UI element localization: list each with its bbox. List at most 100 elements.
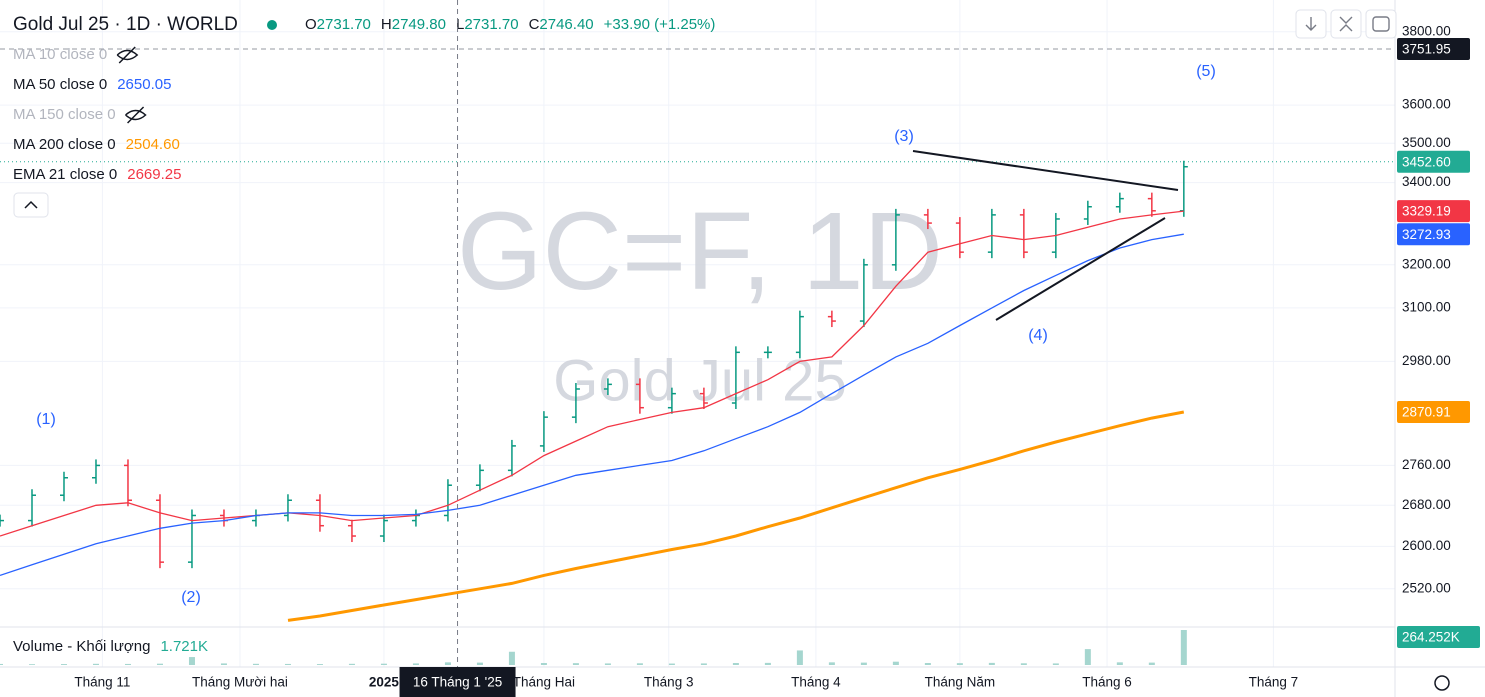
volume-bar (572, 663, 579, 665)
volume-bar (988, 662, 995, 665)
price-marker-label: 2870.91 (1402, 405, 1451, 420)
volume-bar (1084, 649, 1091, 665)
plot (0, 48, 1395, 665)
trendline (995, 217, 1166, 321)
y-tick-label: 2600.00 (1402, 538, 1451, 553)
ohlc-value: 2731.70 (464, 16, 518, 33)
ohlc-bar (347, 519, 356, 543)
icon (1372, 16, 1390, 32)
settings-icon[interactable] (1434, 675, 1450, 691)
symbol-title: Gold Jul 25 · 1D · WORLD (13, 14, 238, 35)
indicator-name: MA 10 close 0 (13, 46, 107, 63)
indicator-name: MA 150 close 0 (13, 106, 116, 123)
wave-label: (1) (36, 411, 56, 428)
volume-bar (380, 663, 387, 665)
ohlc-bar (91, 459, 100, 484)
legend: Gold Jul 25 · 1D · WORLD O 2731.70 H 2749.80… (13, 14, 715, 655)
price-marker-label: 3751.95 (1402, 42, 1451, 57)
ohlc-bar (731, 346, 740, 409)
volume-bar (28, 664, 35, 665)
price-marker-box (1397, 223, 1470, 246)
icon (1305, 17, 1317, 31)
price-marker-box (1397, 150, 1470, 173)
indicator-value: 2650.05 (117, 76, 171, 93)
y-tick-label: 3200.00 (1402, 256, 1451, 271)
volume-bar (284, 663, 291, 665)
volume-bar (892, 661, 899, 665)
price-marker-box (1397, 200, 1470, 223)
volume-bar (316, 664, 323, 665)
volume-bar (60, 664, 67, 665)
wave-label: (4) (1028, 327, 1048, 344)
ohlc-bar (763, 346, 772, 359)
x-tick-label: 2025 (369, 675, 400, 690)
y-tick-label: 3400.00 (1402, 174, 1451, 189)
volume-value: 1.721K (160, 638, 208, 655)
wave-label: (5) (1196, 63, 1216, 80)
ohlc-bar (1019, 208, 1028, 259)
ohlc-bar (475, 464, 484, 492)
x-tick-label: Tháng 3 (644, 675, 694, 690)
volume-bar (92, 663, 99, 665)
ohlc-bar (571, 382, 580, 424)
icon (1339, 16, 1353, 32)
volume-bar (732, 663, 739, 665)
indicator-line (0, 210, 1184, 537)
x-tick-label: Tháng 6 (1082, 675, 1132, 690)
x-tick-label: Tháng 11 (74, 675, 130, 690)
ohlc-bar (635, 378, 644, 414)
ohlc-bar (699, 387, 708, 409)
volume-bar (188, 657, 195, 665)
price-marker-box (1397, 400, 1470, 423)
trendline (912, 150, 1179, 191)
ohlc-key: L (456, 16, 464, 33)
ohlc-bar (443, 479, 452, 522)
indicator-name: MA 200 close 0 (13, 136, 116, 153)
volume-bar (156, 663, 163, 665)
y-tick-label: 2980.00 (1402, 353, 1451, 368)
ohlc-bar (0, 514, 4, 527)
ohlc-key: C (529, 16, 540, 33)
ohlc-bar (155, 494, 164, 569)
price-marker-label: 3452.60 (1402, 154, 1451, 169)
button[interactable] (1365, 9, 1397, 39)
y-tick-label: 2680.00 (1402, 497, 1451, 512)
ohlc-bar (1147, 192, 1156, 217)
ohlc-bar (123, 459, 132, 507)
indicator-name: MA 50 close 0 (13, 76, 107, 93)
volume-bar (860, 662, 867, 665)
x-tick-label: Tháng 7 (1249, 675, 1299, 690)
watermark-sub: Gold Jul 25 (553, 348, 846, 413)
volume-bar (924, 663, 931, 665)
ohlc-key: H (381, 16, 392, 33)
ohlc-value: 2746.40 (539, 16, 593, 33)
collapse-icon (24, 200, 38, 209)
price-marker-box (1397, 38, 1470, 61)
collapse-button[interactable] (13, 192, 49, 218)
volume-bar (1116, 662, 1123, 665)
volume-bar (1052, 663, 1059, 665)
volume-bar (476, 662, 483, 665)
ohlc-bar (923, 208, 932, 230)
volume-marker-box (1397, 626, 1480, 648)
status-dot (267, 20, 277, 30)
ohlc-bar (987, 208, 996, 259)
volume-bar (796, 650, 803, 665)
change: +33.90 (+1.25%) (604, 16, 716, 33)
y-tick-label: 2520.00 (1402, 580, 1451, 595)
volume-bar (1148, 662, 1155, 665)
watermark: GC=F, 1D (457, 190, 943, 313)
y-tick-label: 3100.00 (1402, 299, 1451, 314)
indicator-value: 2669.25 (127, 166, 181, 183)
crosshair-label-box (399, 667, 516, 697)
button[interactable] (1330, 9, 1362, 39)
wave-label: (2) (181, 589, 201, 606)
ohlc-bar (795, 310, 804, 359)
x-tick-label: Tháng Hai (513, 675, 575, 690)
ohlc-value: 2749.80 (392, 16, 446, 33)
volume-bar (668, 663, 675, 665)
ohlc-bar (955, 217, 964, 259)
x-tick-label: Tháng Mười hai (192, 675, 288, 690)
